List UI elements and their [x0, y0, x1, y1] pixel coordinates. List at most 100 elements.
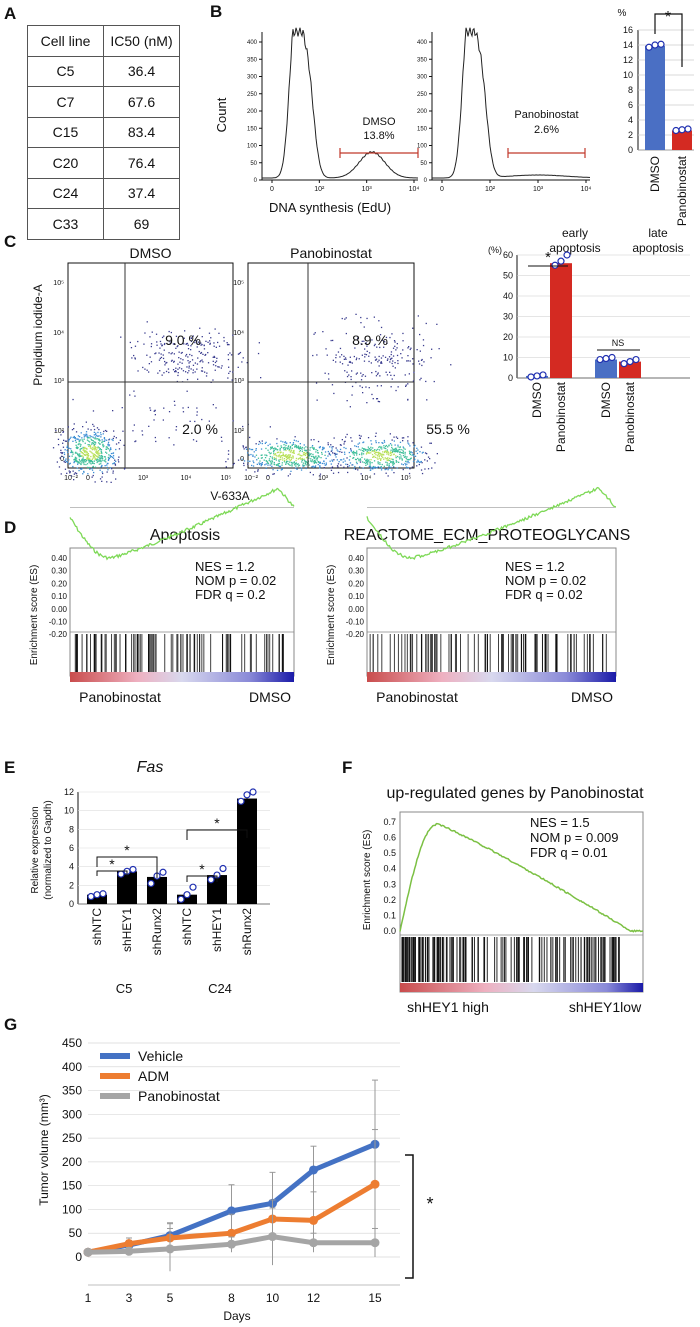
y-tick-label: 10 — [503, 353, 513, 363]
scatter-dot — [113, 430, 115, 432]
scatter-dot — [82, 449, 84, 451]
scatter-dot — [261, 454, 263, 456]
scatter-dot — [327, 450, 329, 453]
scatter-dot — [164, 360, 166, 363]
y-tick-label: 0.10 — [348, 592, 364, 601]
scatter-dot — [273, 461, 275, 464]
scatter-dot — [99, 440, 101, 442]
scatter-dot — [289, 445, 292, 448]
scatter-dot — [389, 336, 391, 339]
scatter-dot — [370, 443, 373, 445]
scatter-dot — [71, 450, 73, 453]
scatter-dot — [374, 356, 376, 358]
scatter-dot — [105, 446, 107, 448]
scatter-dot — [93, 462, 95, 465]
scatter-dot — [203, 348, 206, 350]
ic50-table: Cell line IC50 (nM) C5 36.4 C7 67.6 C15 83.… — [27, 25, 180, 240]
ranking-bar — [400, 983, 643, 992]
scatter-dot — [390, 386, 392, 388]
scatter-dot — [94, 458, 96, 461]
legend-label: Vehicle — [138, 1048, 183, 1064]
y-tick-label: 50 — [420, 161, 427, 167]
x-axis-label: V-633A — [210, 489, 249, 503]
y-tick-label: 0.2 — [383, 895, 396, 905]
scatter-dot — [201, 418, 203, 421]
scatter-dot — [421, 462, 423, 464]
scatter-dot — [242, 425, 244, 428]
scatter-dot — [303, 458, 305, 460]
data-point — [219, 864, 227, 873]
x-tick-label: 10³ — [533, 186, 544, 193]
scatter-dot — [315, 458, 317, 460]
scatter-dot — [172, 369, 175, 371]
scatter-dot — [245, 446, 247, 449]
x-tick-label: 0 — [270, 186, 274, 193]
scatter-dot — [412, 327, 414, 329]
x-tick-label: 10² — [314, 186, 325, 193]
scatter-dot — [75, 459, 78, 461]
scatter-dot — [360, 372, 362, 374]
scatter-dot — [190, 340, 193, 342]
scatter-dot — [89, 468, 91, 470]
scatter-dot — [369, 469, 371, 471]
scatter-dot — [318, 455, 320, 457]
scatter-dot — [308, 464, 310, 466]
scatter-dot — [177, 372, 179, 374]
scatter-dot — [159, 347, 161, 349]
scatter-dot — [196, 411, 198, 413]
scatter-dot — [170, 331, 172, 334]
scatter-dot — [154, 414, 156, 416]
scatter-dot — [203, 344, 205, 346]
data-point — [651, 41, 659, 49]
data-point — [632, 355, 640, 364]
scatter-dot — [143, 343, 145, 345]
scatter-dot — [418, 463, 420, 466]
scatter-dot — [230, 354, 233, 356]
scatter-dot — [148, 363, 150, 365]
scatter-dot — [382, 451, 384, 453]
scatter-dot — [365, 460, 367, 462]
scatter-dot — [261, 462, 263, 464]
scatter-dot — [212, 404, 214, 406]
scatter-dot — [359, 385, 361, 387]
scatter-dot — [275, 448, 277, 450]
data-point — [99, 890, 107, 898]
scatter-dot — [341, 317, 343, 320]
scatter-dot — [355, 452, 357, 454]
data-point — [620, 360, 628, 368]
scatter-dot — [410, 347, 412, 349]
scatter-dot — [168, 371, 170, 374]
scatter-dot — [289, 442, 291, 444]
scatter-dot — [86, 452, 88, 454]
scatter-dot — [286, 460, 288, 462]
scatter-dot — [255, 443, 257, 445]
scatter-dot — [277, 464, 279, 466]
scatter-dot — [160, 343, 162, 345]
scatter-dot — [199, 361, 201, 363]
scatter-dot — [259, 442, 262, 444]
scatter-dot — [365, 354, 368, 356]
scatter-dot — [256, 463, 258, 465]
scatter-dot — [363, 326, 365, 328]
scatter-dot — [303, 453, 306, 456]
scatter-dot — [391, 439, 393, 441]
scatter-dot — [182, 411, 185, 413]
scatter-dot — [238, 352, 241, 355]
scatter-dot — [269, 453, 271, 455]
scatter-dot — [72, 451, 74, 453]
scatter-dot — [187, 406, 189, 409]
scatter-dot — [327, 373, 330, 375]
scatter-dot — [173, 343, 175, 345]
scatter-dot — [381, 453, 383, 455]
scatter-dot — [208, 332, 211, 334]
scatter-dot — [409, 453, 411, 456]
scatter-dot — [351, 370, 353, 372]
scatter-dot — [295, 463, 297, 465]
scatter-dot — [226, 344, 229, 346]
scatter-dot — [330, 339, 332, 342]
scatter-dot — [350, 450, 352, 452]
scatter-dot — [325, 348, 327, 350]
scatter-dot — [85, 461, 87, 463]
nom-label: NOM p = 0.009 — [530, 830, 619, 845]
scatter-dot — [424, 468, 426, 470]
